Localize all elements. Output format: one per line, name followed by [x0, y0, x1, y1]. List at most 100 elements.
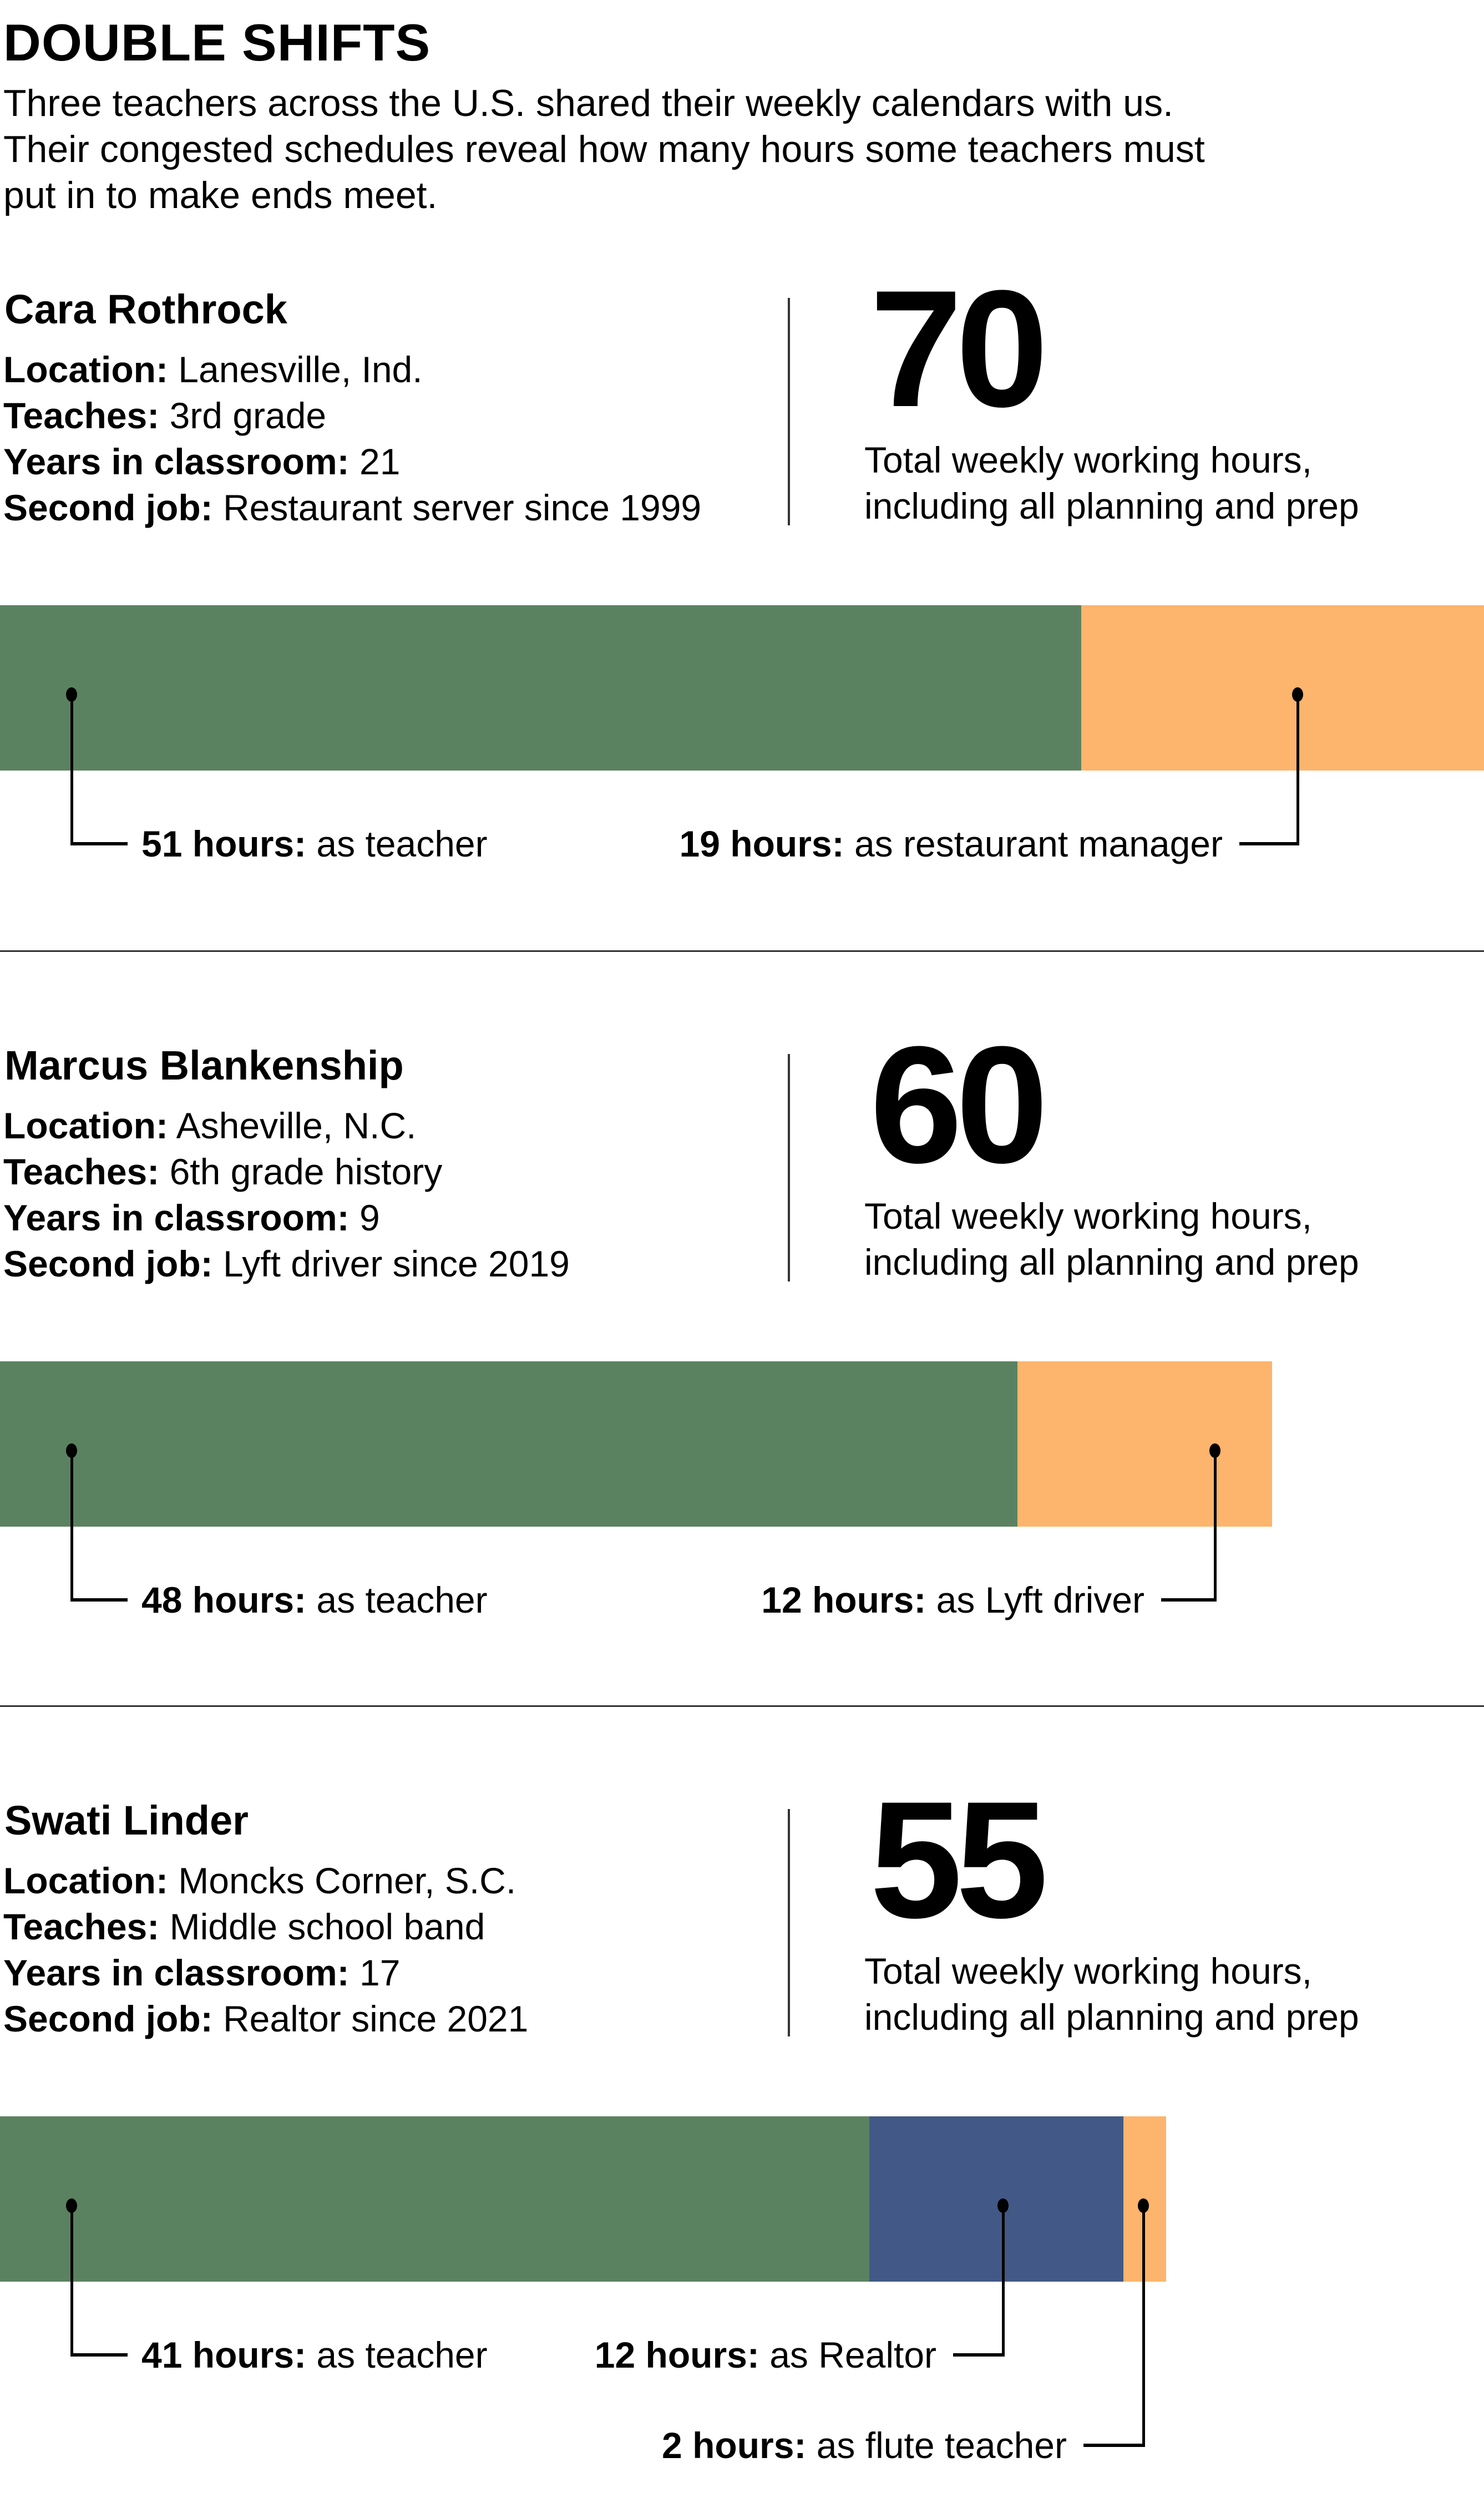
section-divider: [0, 950, 1484, 952]
leader-line: [70, 1451, 73, 1602]
segment-hours: 41 hours:: [141, 2334, 307, 2375]
bar-segment: [0, 1361, 1018, 1527]
profile-field: Years in classroom: 17: [3, 1950, 400, 1996]
leader-line: [1083, 2444, 1144, 2447]
field-value: Lyft driver since 2019: [212, 1243, 570, 1284]
field-label: Second job:: [3, 487, 213, 528]
field-label: Location:: [3, 1860, 168, 1901]
segment-label: 2 hours: as flute teacher: [662, 2423, 1067, 2467]
bar-segment: [0, 2116, 869, 2282]
field-label: Second job:: [3, 1243, 213, 1284]
field-value: Middle school band: [159, 1906, 485, 1947]
leader-line: [70, 695, 73, 845]
field-value: Asheville, N.C.: [168, 1105, 417, 1146]
bar-segment: [1017, 1361, 1272, 1527]
field-value: 9: [349, 1197, 380, 1238]
vertical-divider: [788, 298, 790, 525]
profile-field: Location: Moncks Corner, S.C.: [3, 1858, 516, 1904]
vertical-divider: [788, 1809, 790, 2036]
field-label: Years in classroom:: [3, 1952, 350, 1993]
profile-field: Years in classroom: 9: [3, 1195, 380, 1241]
profile-field: Second job: Restaurant server since 1999: [3, 485, 701, 531]
profile-field: Teaches: 3rd grade: [3, 393, 326, 439]
profile-field: Teaches: Middle school band: [3, 1904, 485, 1950]
bar-segment: [0, 605, 1081, 771]
leader-line: [1239, 842, 1299, 845]
profile-field: Location: Asheville, N.C.: [3, 1103, 416, 1149]
field-value: Lanesville, Ind.: [168, 349, 423, 390]
segment-role: as Realtor: [759, 2334, 936, 2375]
total-caption: Total weekly working hours,: [864, 1950, 1313, 1992]
field-label: Years in classroom:: [3, 1197, 350, 1238]
teacher-profile: Swati Linder Location: Moncks Corner, S.C…: [0, 1776, 1484, 2503]
leader-line: [1214, 1451, 1217, 1602]
leader-line: [1296, 695, 1299, 845]
profile-field: Second job: Lyft driver since 2019: [3, 1241, 570, 1287]
field-label: Teaches:: [3, 395, 160, 436]
total-caption: including all planning and prep: [864, 1242, 1359, 1283]
field-label: Location:: [3, 1105, 168, 1146]
field-label: Years in classroom:: [3, 441, 350, 482]
teacher-name: Marcus Blankenship: [4, 1042, 404, 1088]
leader-line: [953, 2353, 1004, 2357]
profile-field: Second job: Realtor since 2021: [3, 1996, 528, 2042]
segment-hours: 48 hours:: [141, 1579, 307, 1620]
field-value: 6th grade history: [159, 1151, 443, 1192]
leader-line: [1002, 2206, 1005, 2357]
bar-segment: [869, 2116, 1124, 2282]
segment-hours: 2 hours:: [662, 2425, 807, 2466]
segment-role: as Lyft driver: [926, 1579, 1144, 1620]
segment-label: 12 hours: as Lyft driver: [761, 1578, 1144, 1622]
leader-line: [70, 2206, 73, 2357]
field-value: Realtor since 2021: [212, 1998, 529, 2039]
field-label: Location:: [3, 349, 168, 390]
total-hours: 70: [870, 255, 1049, 442]
field-value: 3rd grade: [159, 395, 327, 436]
segment-label: 19 hours: as restaurant manager: [680, 822, 1223, 866]
segment-role: as teacher: [306, 1579, 488, 1620]
segment-role: as flute teacher: [806, 2425, 1067, 2466]
segment-label: 41 hours: as teacher: [141, 2333, 488, 2377]
total-hours: 60: [870, 1011, 1049, 1198]
total-caption: including all planning and prep: [864, 1997, 1359, 2038]
segment-hours: 12 hours:: [761, 1579, 926, 1620]
intro-text: put in to make ends meet.: [3, 174, 438, 216]
field-value: Moncks Corner, S.C.: [168, 1860, 516, 1901]
field-value: 17: [349, 1952, 401, 1993]
intro-text: Three teachers across the U.S. shared th…: [3, 82, 1173, 124]
leader-line: [72, 1598, 128, 1602]
profile-field: Location: Lanesville, Ind.: [3, 347, 423, 393]
segment-hours: 12 hours:: [594, 2334, 759, 2375]
profile-field: Teaches: 6th grade history: [3, 1149, 442, 1195]
segment-label: 48 hours: as teacher: [141, 1578, 488, 1622]
segment-label: 12 hours: as Realtor: [595, 2333, 936, 2377]
bar-segment: [1081, 605, 1484, 771]
vertical-divider: [788, 1054, 790, 1281]
segment-hours: 19 hours:: [679, 823, 844, 864]
field-value: Restaurant server since 1999: [212, 487, 702, 528]
segment-role: as restaurant manager: [844, 823, 1223, 864]
teacher-profile: Cara Rothrock Location: Lanesville, Ind. T…: [0, 265, 1484, 992]
total-caption: Total weekly working hours,: [864, 1195, 1313, 1237]
section-divider: [0, 1705, 1484, 1707]
field-value: 21: [349, 441, 401, 482]
teacher-name: Cara Rothrock: [4, 286, 287, 332]
total-caption: including all planning and prep: [864, 485, 1359, 526]
page-title: DOUBLE SHIFTS: [3, 13, 431, 72]
segment-hours: 51 hours:: [141, 823, 307, 864]
leader-line: [1142, 2206, 1145, 2447]
profile-field: Years in classroom: 21: [3, 439, 400, 485]
field-label: Second job:: [3, 1998, 213, 2039]
segment-label: 51 hours: as teacher: [141, 822, 488, 866]
field-label: Teaches:: [3, 1151, 160, 1192]
total-caption: Total weekly working hours,: [864, 439, 1313, 480]
total-hours: 55: [870, 1766, 1049, 1953]
leader-line: [1161, 1598, 1216, 1602]
intro-text: Their congested schedules reveal how man…: [3, 128, 1205, 170]
segment-role: as teacher: [306, 823, 488, 864]
teacher-name: Swati Linder: [4, 1797, 249, 1843]
leader-line: [72, 2353, 128, 2357]
field-label: Teaches:: [3, 1906, 160, 1947]
teacher-profile: Marcus Blankenship Location: Asheville, N…: [0, 1021, 1484, 1748]
segment-role: as teacher: [306, 2334, 488, 2375]
